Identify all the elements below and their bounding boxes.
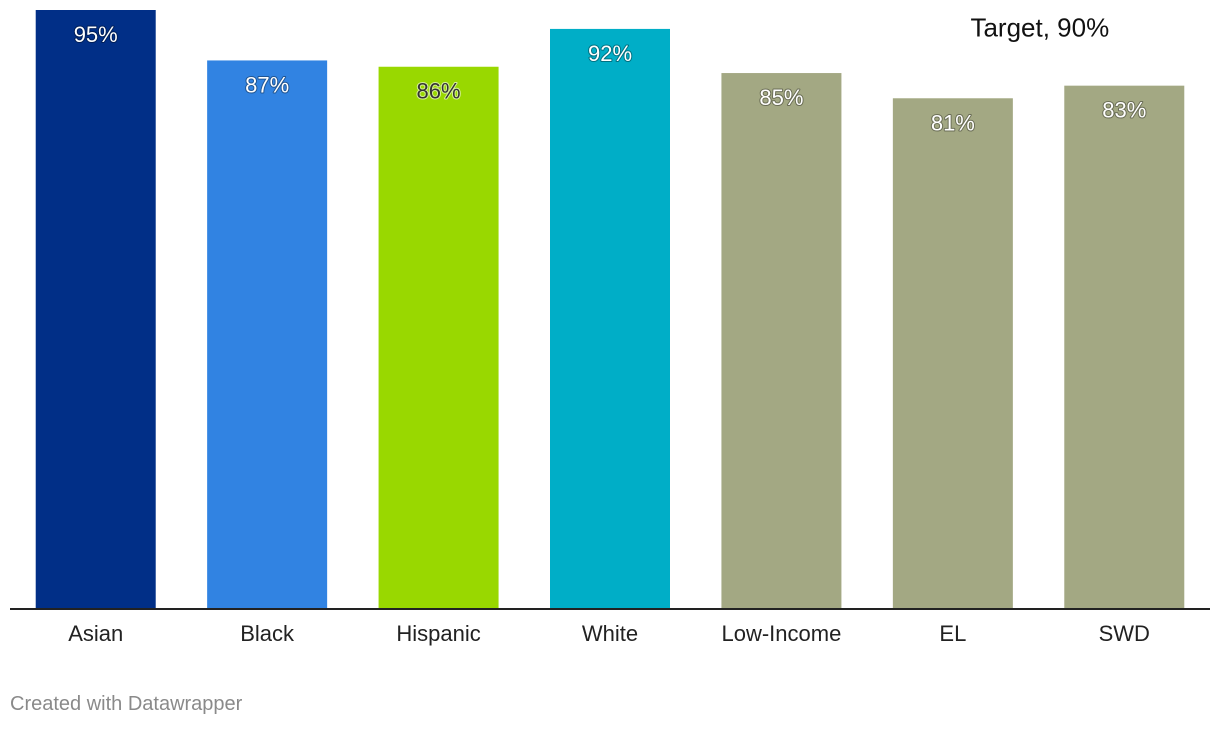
value-label-hispanic: 86%: [417, 79, 461, 104]
value-label-el: 81%: [931, 110, 975, 135]
x-tick-swd: SWD: [1099, 621, 1150, 646]
x-tick-white: White: [582, 621, 638, 646]
value-label-low-income: 85%: [759, 85, 803, 110]
bar-black: [207, 60, 328, 610]
value-label-swd: 83%: [1102, 98, 1146, 123]
bar-low-income: [721, 73, 842, 610]
datawrapper-credit: Created with Datawrapper: [10, 693, 243, 715]
x-tick-low-income: Low-Income: [722, 621, 842, 646]
bar-asian: [35, 10, 156, 609]
target-annotation: Target, 90%: [970, 13, 1109, 43]
bar-hispanic: [378, 66, 499, 609]
x-tick-el: EL: [939, 621, 966, 646]
x-tick-black: Black: [240, 621, 295, 646]
bar-swd: [1064, 85, 1185, 610]
value-label-asian: 95%: [74, 22, 118, 47]
value-labels-layer: 95% 87% 86% 92% 85% 81% 83%: [73, 21, 1148, 136]
x-tick-hispanic: Hispanic: [396, 621, 480, 646]
bar-el: [892, 98, 1013, 609]
x-axis-tick-labels: Asian Black Hispanic White Low-Income EL SWD: [68, 621, 1150, 646]
bars-layer: [35, 10, 1185, 610]
value-label-white: 92%: [588, 41, 632, 66]
bar-white: [550, 28, 670, 610]
x-tick-asian: Asian: [68, 621, 123, 646]
value-label-black: 87%: [245, 72, 289, 97]
